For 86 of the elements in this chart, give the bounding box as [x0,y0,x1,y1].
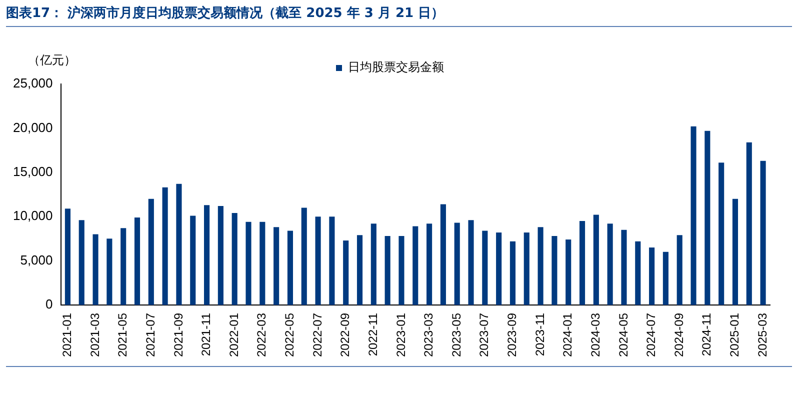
bar [732,198,738,305]
bar [760,160,766,305]
x-tick-label: 2024-01 [560,312,575,358]
bar [482,230,488,305]
x-tick-label: 2021-11 [199,312,214,356]
bar [78,220,84,305]
y-axis-title: （亿元） [28,52,76,69]
x-tick-label: 2022-05 [282,312,297,358]
y-tick-label: 0 [46,296,53,312]
bar [468,220,474,305]
bar [635,241,641,305]
x-tick-label: 2021-09 [171,312,186,358]
bar [64,208,70,305]
bar [204,205,210,305]
bar [649,248,655,305]
x-tick-label: 2023-01 [394,312,408,358]
x-tick-label: 2024-11 [700,312,714,356]
legend-label: 日均股票交易金额 [348,60,444,74]
bar [329,216,335,305]
x-tick-label: 2023-07 [477,312,492,358]
x-tick-label: 2022-07 [310,312,324,358]
bar [343,240,349,305]
y-tick-label: 15,000 [12,164,53,179]
bar [260,222,266,305]
bar [566,240,572,305]
x-tick-label: 2021-05 [116,312,130,358]
bar [690,126,696,305]
x-tick-label: 2025-03 [755,312,770,358]
y-tick-label: 25,000 [12,76,53,91]
bar [718,162,724,305]
bar [552,236,558,305]
bar [426,224,432,305]
x-tick-label: 2022-09 [338,312,352,358]
bar [92,234,98,305]
x-tick-label: 2024-05 [616,312,630,358]
bar [134,217,140,305]
x-tick-label: 2024-09 [672,312,686,358]
bar [496,232,502,305]
chart-title: 图表17： 沪深两市月度日均股票交易额情况（截至 2025 年 3 月 21 日） [6,4,792,27]
x-tick-label: 2024-07 [644,312,658,358]
bar [593,214,599,305]
bar [621,230,627,305]
bar [120,228,126,305]
bar [746,142,752,305]
bar [704,130,710,305]
bar [524,232,530,305]
x-tick-label: 2021-03 [88,312,102,358]
x-tick-label: 2022-01 [226,312,241,358]
bar [232,213,238,305]
bar [148,198,154,305]
bar [190,216,196,305]
bar [398,236,404,305]
x-tick-label: 2022-11 [366,312,380,356]
x-tick-label: 2023-05 [449,312,464,358]
y-tick-label: 5,000 [20,252,53,268]
bar [538,227,544,305]
bar [510,241,516,305]
bar [106,238,112,305]
x-tick-label: 2025-01 [728,312,742,358]
bar [301,208,307,305]
bar [579,220,586,305]
bar [274,227,280,305]
bar [356,235,363,305]
bar [412,226,418,305]
bar [607,224,613,305]
x-tick-label: 2021-07 [143,312,158,358]
bar [176,184,182,305]
bar [162,187,168,305]
bar [218,206,224,305]
bar [454,222,460,305]
x-tick-label: 2023-03 [422,312,436,358]
bar [287,230,294,305]
x-tick-label: 2023-11 [532,312,547,356]
bar [246,222,252,305]
bar [662,252,668,305]
x-tick-label: 2023-09 [505,312,520,358]
y-tick-label: 10,000 [12,208,53,224]
x-tick-label: 2024-03 [588,312,602,358]
bar [440,204,446,305]
y-tick-label: 20,000 [12,120,53,135]
bar [676,235,682,305]
x-tick-label: 2022-03 [254,312,269,358]
bar [315,216,321,305]
x-tick-label: 2021-01 [60,312,74,358]
bar [384,236,390,305]
bar [370,224,376,305]
